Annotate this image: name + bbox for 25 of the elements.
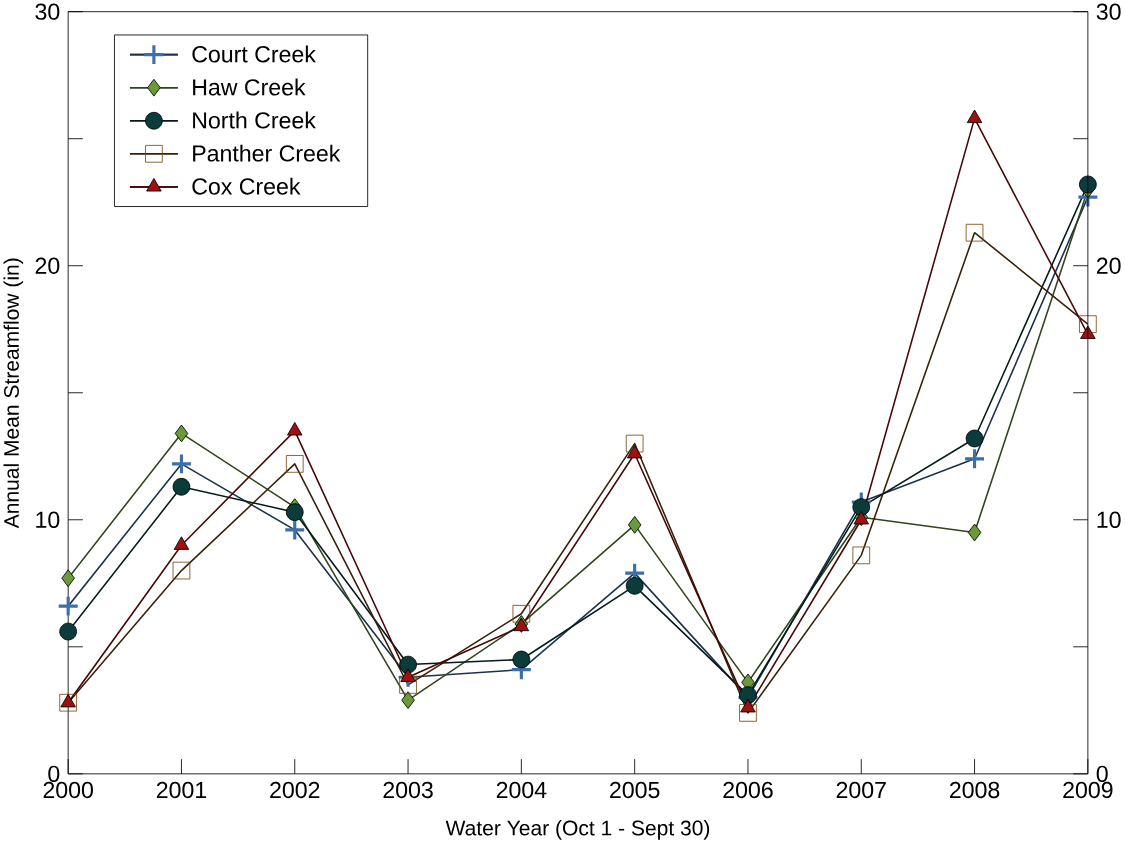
y-axis-title: Annual Mean Streamflow (in) xyxy=(3,258,24,529)
y2-tick-label: 30 xyxy=(1096,3,1121,20)
x-tick-label: 2001 xyxy=(156,781,207,799)
x-tick-label: 2002 xyxy=(270,781,320,799)
y-tick-label: 10 xyxy=(36,511,60,528)
x-tick-label: 2006 xyxy=(723,781,773,799)
y-tick-label: 20 xyxy=(35,257,60,274)
x-tick-label: 2009 xyxy=(1063,781,1113,799)
y-tick-label: 30 xyxy=(35,3,60,20)
x-tick-label: 2008 xyxy=(950,781,1000,799)
legend-label: Cox Creek xyxy=(192,177,301,195)
x-tick-label: 2004 xyxy=(496,781,547,799)
x-axis-title: Water Year (Oct 1 - Sept 30) xyxy=(445,819,710,840)
x-tick-label: 2007 xyxy=(836,781,886,799)
legend-label: Court Creek xyxy=(192,45,316,63)
y2-tick-label: 0 xyxy=(1096,765,1108,782)
x-tick-label: 2005 xyxy=(610,781,660,799)
x-tick-label: 2003 xyxy=(383,781,433,799)
y2-tick-label: 20 xyxy=(1096,257,1121,274)
legend-label: Haw Creek xyxy=(193,78,306,96)
y2-tick-label: 10 xyxy=(1097,511,1121,528)
y-tick-label: 0 xyxy=(48,765,60,782)
legend-label: North Creek xyxy=(193,111,316,129)
x-tick-label: 2000 xyxy=(43,781,93,799)
legend-label: Panther Creek xyxy=(193,144,341,162)
